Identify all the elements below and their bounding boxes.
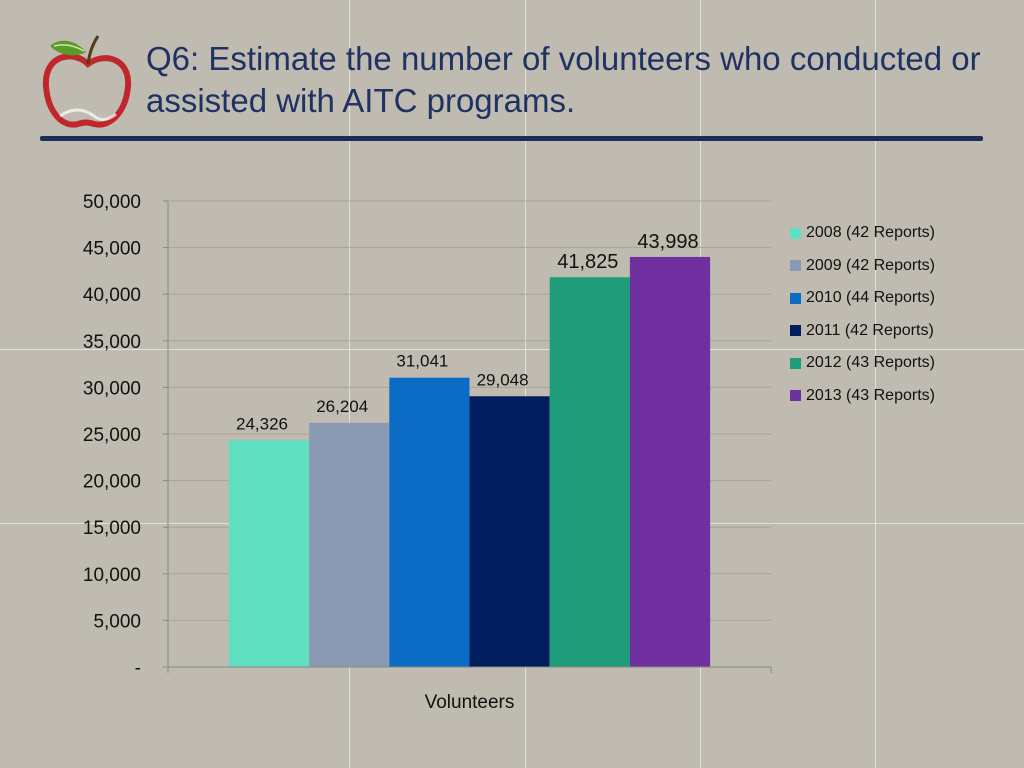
y-tick-label: 10,000	[83, 565, 141, 586]
title-divider	[40, 136, 983, 141]
background-line	[875, 0, 876, 768]
y-tick-label: 25,000	[83, 425, 141, 446]
legend-item: 2008 (42 Reports)	[790, 217, 1010, 250]
data-label: 26,204	[316, 397, 368, 416]
y-tick-label: 45,000	[83, 239, 141, 260]
data-label: 24,326	[236, 414, 288, 433]
y-tick-label: 40,000	[83, 285, 141, 306]
chart-legend: 2008 (42 Reports) 2009 (42 Reports) 2010 (…	[790, 217, 1010, 412]
bar-2012	[549, 277, 630, 667]
data-label: 29,048	[477, 370, 529, 389]
legend-label: 2012 (43 Reports)	[806, 354, 935, 372]
bar-2013	[629, 256, 711, 667]
data-label: 41,825	[557, 251, 618, 273]
background-line	[349, 0, 350, 768]
y-tick-label: 15,000	[83, 518, 141, 539]
bar-2010	[389, 377, 470, 667]
legend-swatch	[790, 325, 801, 337]
legend-item: 2012 (43 Reports)	[790, 347, 1010, 380]
bar-2011	[469, 396, 550, 667]
legend-swatch	[790, 357, 801, 369]
legend-label: 2009 (42 Reports)	[806, 256, 935, 274]
legend-label: 2008 (42 Reports)	[806, 224, 935, 242]
legend-swatch	[790, 292, 801, 304]
apple-icon	[42, 35, 132, 128]
legend-item: 2010 (44 Reports)	[790, 282, 1010, 315]
legend-label: 2011 (42 Reports)	[806, 321, 934, 339]
legend-label: 2010 (44 Reports)	[806, 289, 935, 307]
legend-item: 2011 (42 Reports)	[790, 315, 1010, 348]
data-label: 31,041	[396, 352, 448, 371]
legend-swatch	[790, 260, 801, 272]
bar-2008	[228, 440, 310, 667]
bar-2009	[309, 422, 390, 667]
x-axis-label: Volunteers	[425, 692, 515, 713]
y-tick-label: 35,000	[83, 332, 141, 353]
y-tick-label: 20,000	[83, 472, 141, 493]
legend-item: 2009 (42 Reports)	[790, 250, 1010, 283]
y-tick-label: -	[135, 658, 141, 679]
y-tick-label: 5,000	[93, 611, 141, 632]
y-tick-label: 30,000	[83, 378, 141, 399]
page-title: Q6: Estimate the number of volunteers wh…	[146, 40, 981, 119]
background-line	[525, 0, 526, 768]
data-label: 43,998	[637, 231, 698, 253]
y-tick-label: 50,000	[83, 192, 141, 213]
background-line	[0, 349, 1024, 350]
legend-label: 2013 (43 Reports)	[806, 386, 935, 404]
legend-item: 2013 (43 Reports)	[790, 380, 1010, 413]
legend-swatch	[790, 227, 801, 239]
legend-swatch	[790, 390, 801, 402]
